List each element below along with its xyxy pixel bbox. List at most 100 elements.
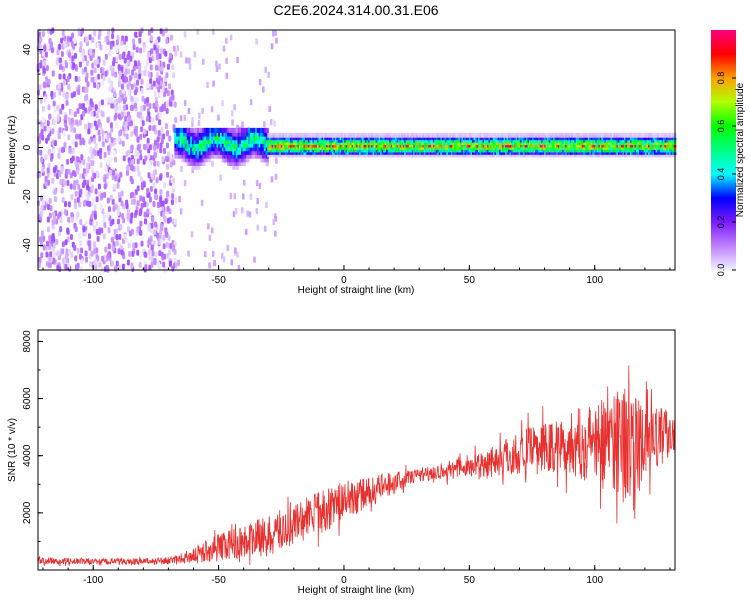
spectrogram-cell [144,155,148,162]
spectrogram-cell [554,147,558,153]
spectrogram-cell [429,152,433,158]
spectrogram-cell [426,140,430,146]
spectrogram-cell [577,150,581,155]
spectrogram-cell [611,147,615,153]
spectrogram-cell [104,246,108,253]
spectrogram-cell [277,152,281,158]
spectrogram-cell [565,147,569,153]
spectrogram-cell [322,142,326,148]
spectrogram-cell [449,137,453,143]
spectrogram-cell [571,147,575,153]
spectrogram-cell [166,63,170,70]
spectrogram-cell [413,152,417,158]
spectrogram-cell [61,60,65,67]
spectrogram-cell [663,142,666,148]
spectrogram-cell [626,137,630,143]
spectrogram-cell [186,149,190,155]
spectrogram-cell [350,142,353,148]
spectrogram-cell [404,140,408,146]
spectrogram-cell [140,202,144,209]
spectrogram-cell [643,142,647,148]
spectrogram-cell [326,137,329,143]
spectrogram-cell [280,145,284,150]
spectrogram-cell [589,135,593,141]
spectrogram-cell [666,152,669,158]
spectrogram-cell [71,147,75,154]
spectrogram-cell [66,227,70,234]
spectrogram-cell [521,152,525,158]
spectrogram-cell [617,135,621,141]
spectrogram-cell [369,150,373,155]
spectrogram-cell [258,149,262,155]
spectrogram-cell [232,149,236,155]
spectrogram-cell [584,132,588,138]
spectrogram-cell [186,138,190,144]
spectrogram-cell [209,138,213,144]
spectrogram-cell [583,140,587,146]
spectrogram-cell [92,148,96,155]
spectrogram-cell [255,138,259,144]
spectrogram-cell [389,142,393,148]
spectrogram-cell [351,137,355,143]
spectrogram-cell [166,190,170,197]
spectrogram-cell [565,145,569,150]
spectrogram-cell [143,201,147,208]
spectrogram-cell [115,39,119,46]
spectrogram-cell [623,137,627,143]
spectrogram-cell [93,67,97,74]
spectrogram-cell [248,142,252,148]
spectrogram-cell [158,232,162,239]
spectrogram-cell [508,145,511,150]
spectrogram-cell [333,152,337,158]
spectrogram-cell [629,152,633,158]
spectrogram-cell [667,145,671,150]
spectrogram-cell [530,147,534,153]
spectrogram-cell [663,135,666,141]
spectrogram-cell [241,135,245,141]
spectrogram-cell [377,145,380,150]
x-tick-label: 50 [464,275,476,286]
spectrogram-cell [78,163,82,170]
spectrogram-cell [318,142,322,148]
spectrogram-cell [487,140,490,146]
spectrogram-cell [623,142,627,148]
spectrogram-cell [90,250,94,257]
spectrogram-cell [81,104,85,111]
spectrogram-cell [563,147,567,153]
spectrogram-cell [455,145,459,150]
spectrogram-cell [626,132,630,138]
spectrogram-cell [399,132,403,138]
spectrogram-cell [63,180,67,187]
spectrogram-cell [515,145,519,150]
spectrogram-cell [533,137,537,143]
spectrogram-cell [643,152,647,158]
spectrogram-cell [268,147,272,153]
spectrogram-cell [303,150,307,155]
spectrogram-cell [165,38,169,45]
spectrogram-cell [164,50,168,57]
spectrogram-cell [404,145,408,150]
spectrogram-cell [55,59,59,66]
spectrogram-cell [294,145,298,150]
spectrogram-cell [145,201,149,208]
spectrogram-cell [249,135,254,141]
spectrogram-cell [276,137,280,143]
spectrogram-cell [60,187,64,194]
spectrogram-cell [640,140,644,146]
spectrogram-cell [410,147,414,153]
spectrogram-cell [596,137,600,143]
spectrogram-cell [177,153,182,159]
spectrogram-cell [363,140,367,146]
spectrogram-cell [584,142,588,148]
spectrogram-cell [479,132,483,138]
spectrogram-cell [521,147,525,153]
spectrogram-cell [593,142,597,148]
spectrogram-y-label: Frequency (Hz) [7,116,18,185]
spectrogram-cell [90,153,94,160]
spectrogram-cell [310,142,314,148]
spectrogram-cell [623,145,627,150]
spectrogram-cell [468,142,472,148]
spectrogram-cell [351,140,355,146]
spectrogram-cell [146,208,150,215]
spectrogram-cell [419,150,423,155]
